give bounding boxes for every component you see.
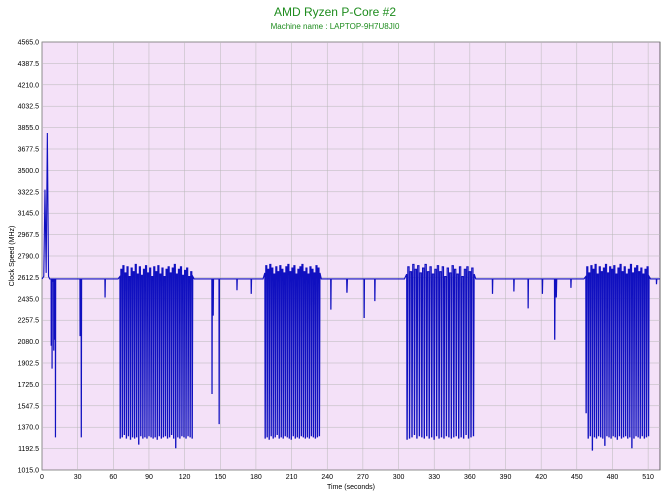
y-axis-label: Clock Speed (MHz) [9,226,16,287]
x-tick-label: 150 [214,474,226,481]
x-tick-label: 510 [642,474,654,481]
x-tick-label: 450 [571,474,583,481]
y-tick-label: 3500.0 [18,168,40,175]
y-tick-label: 3145.0 [18,211,40,218]
y-tick-label: 3677.5 [18,147,40,154]
x-tick-label: 480 [607,474,619,481]
y-tick-label: 3322.5 [18,189,40,196]
x-tick-label: 300 [393,474,405,481]
x-tick-label: 420 [535,474,547,481]
y-tick-label: 2435.0 [18,296,40,303]
y-tick-label: 2080.0 [18,339,40,346]
chart-title: AMD Ryzen P-Core #2 [273,5,397,19]
y-tick-label: 4565.0 [18,40,40,47]
x-tick-label: 360 [464,474,476,481]
y-tick-label: 2612.5 [18,275,40,282]
x-tick-label: 240 [321,474,333,481]
x-tick-label: 210 [286,474,298,481]
y-tick-label: 4210.0 [18,82,40,89]
y-tick-label: 1370.0 [18,425,40,432]
x-tick-label: 390 [500,474,512,481]
y-tick-label: 1192.5 [18,446,39,453]
y-tick-label: 2257.5 [18,318,40,325]
x-tick-label: 180 [250,474,262,481]
x-tick-label: 0 [40,474,44,481]
y-tick-label: 2790.0 [18,254,40,261]
x-tick-label: 30 [74,474,82,481]
x-tick-label: 90 [145,474,153,481]
x-tick-label: 120 [179,474,191,481]
y-tick-label: 1547.5 [18,403,40,410]
x-tick-label: 330 [428,474,440,481]
y-tick-label: 3855.0 [18,125,40,132]
x-tick-label: 270 [357,474,369,481]
tick-labels: 1015.0 1192.5 1370.0 1547.5 1725.0 1902.5 2080… [18,40,654,482]
y-tick-label: 2967.5 [18,232,40,239]
y-tick-label: 4387.5 [18,61,40,68]
y-tick-label: 1015.0 [18,468,40,475]
chart-subtitle: Machine name : LAPTOP-9H7U8JI0 [270,22,400,31]
y-tick-label: 1725.0 [18,382,40,389]
x-tick-label: 60 [109,474,117,481]
y-tick-label: 4032.5 [18,104,40,111]
x-axis-label: Time (seconds) [327,484,375,491]
clock-speed-series [41,133,660,451]
y-tick-label: 1902.5 [18,361,40,368]
